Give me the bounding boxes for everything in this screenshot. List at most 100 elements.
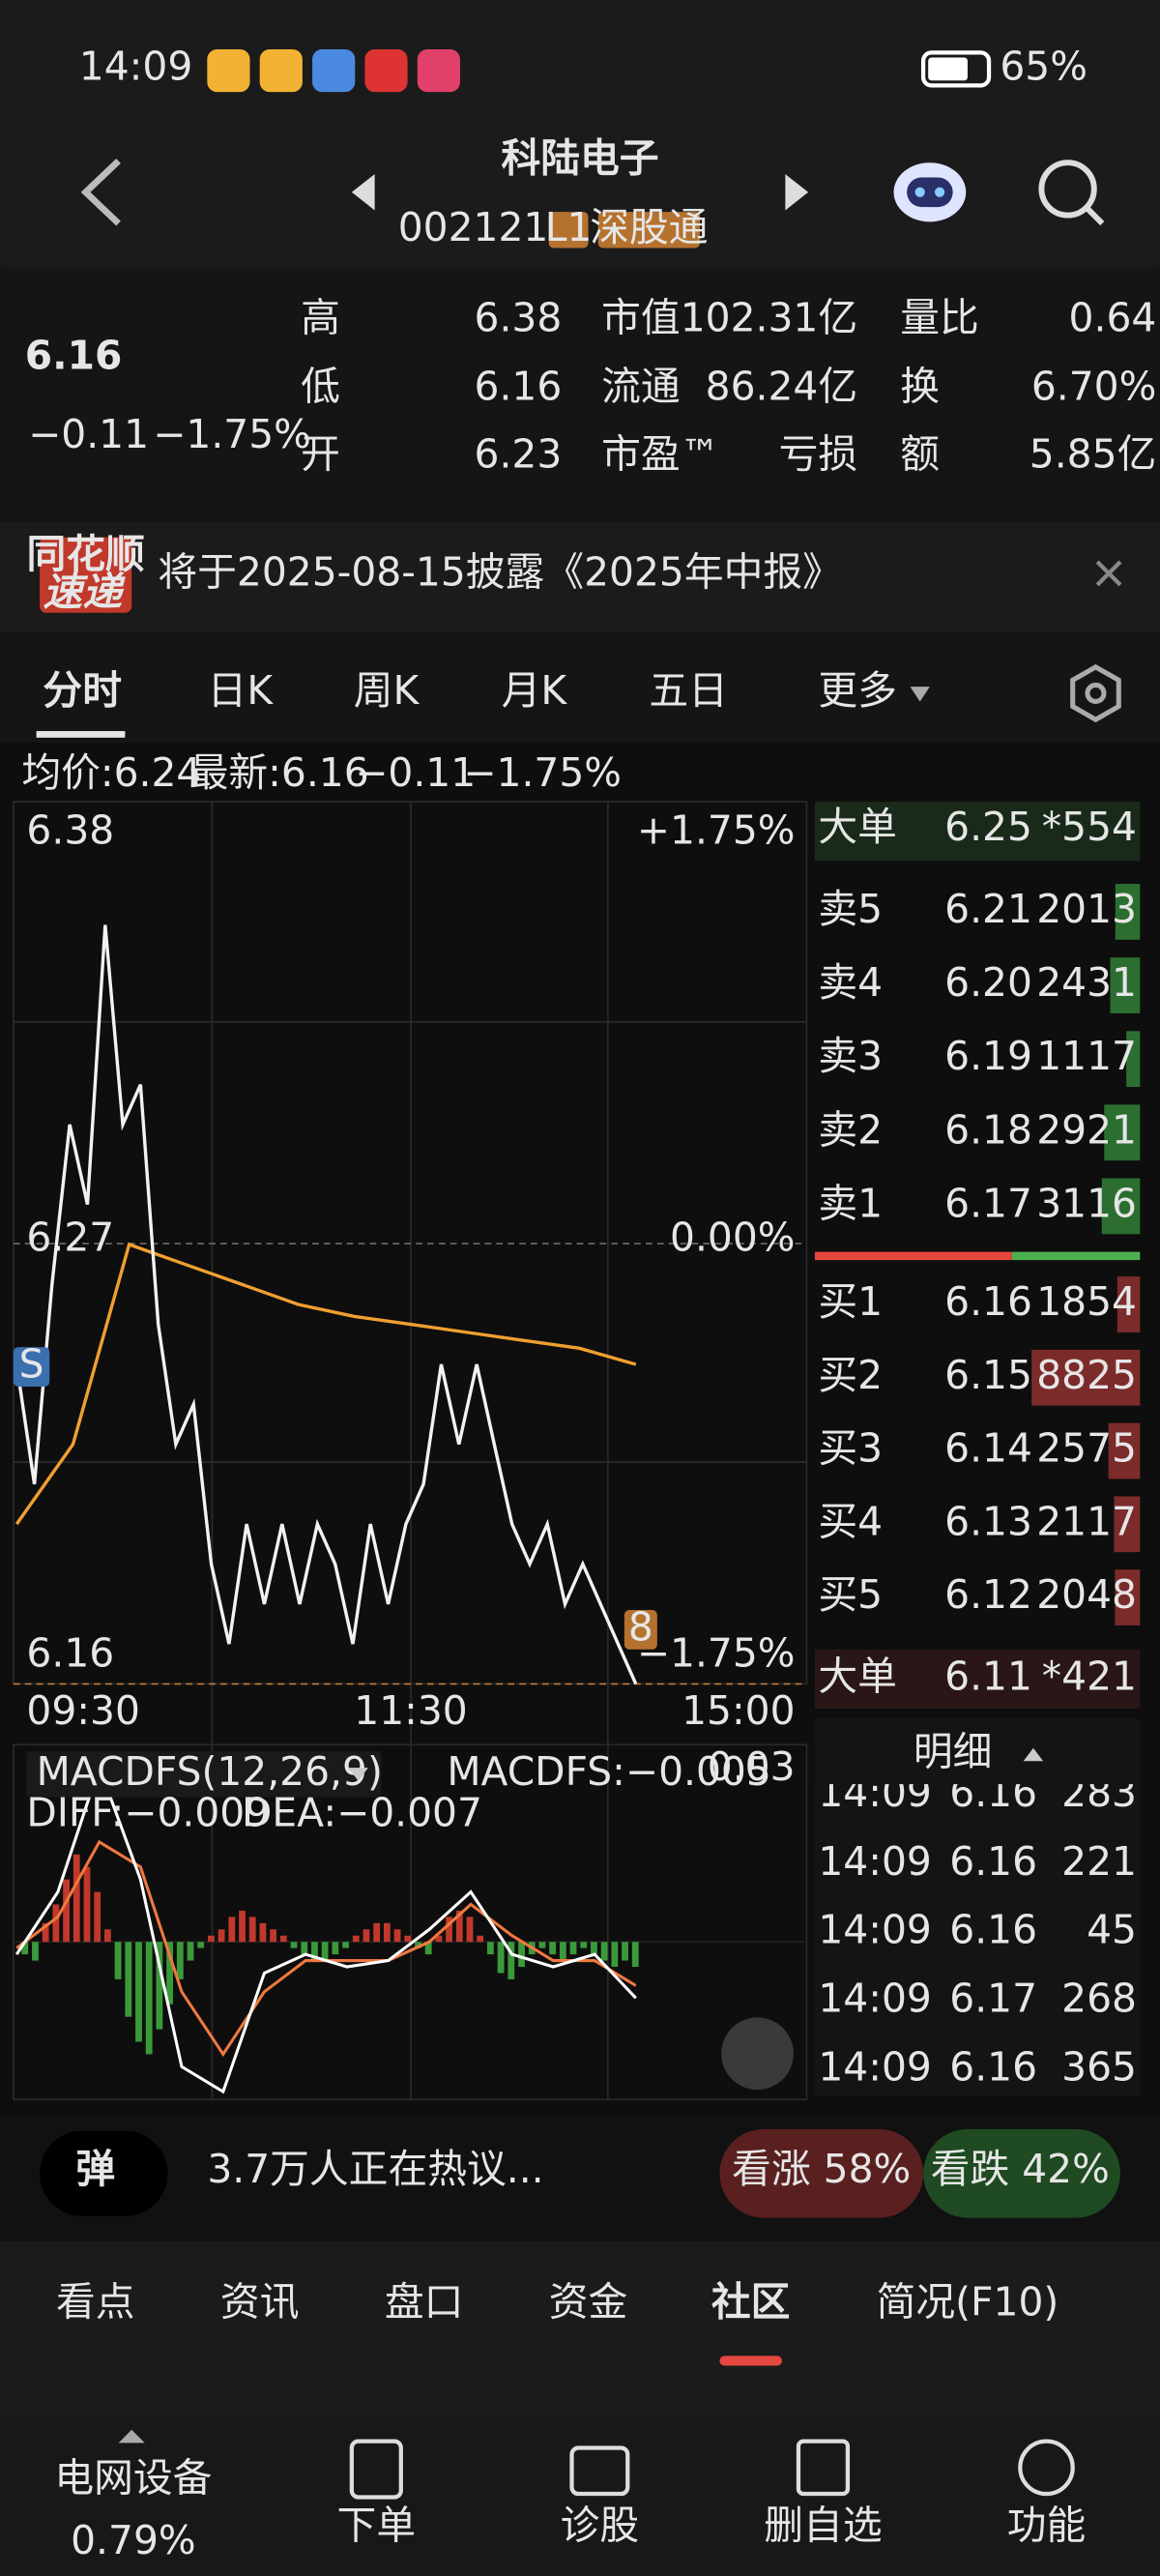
badge-bg — [597, 212, 701, 249]
chart-tab[interactable]: 周K — [354, 667, 420, 714]
macd-bar — [549, 1942, 557, 1955]
prev-stock[interactable] — [351, 174, 375, 211]
big-label: 大单 — [818, 804, 897, 850]
app-icon — [312, 48, 356, 93]
search-button[interactable] — [1038, 160, 1105, 226]
book-price: 6.16 — [944, 1278, 1032, 1325]
nav-tab[interactable]: 诊股 — [561, 2503, 640, 2549]
price-axis-label: 6.16 — [26, 1630, 114, 1677]
diff-line — [14, 1762, 637, 2094]
quote-label: 市值 — [601, 294, 681, 340]
macd-bar — [32, 1942, 39, 1961]
section-tab[interactable]: 社区 — [711, 2279, 791, 2326]
settings-button[interactable] — [1070, 663, 1121, 723]
marker-bg — [624, 1610, 657, 1650]
chart-tab[interactable]: 五日 — [649, 667, 728, 714]
section-tab[interactable]: 盘口 — [385, 2279, 464, 2326]
battery-icon — [920, 50, 992, 88]
section-tab[interactable]: 看点 — [56, 2279, 135, 2326]
macd-bar — [321, 1942, 329, 1961]
macd-bar — [611, 1942, 619, 1968]
macd-bar — [352, 1935, 360, 1943]
bear-button[interactable] — [923, 2128, 1120, 2218]
status-time: 14:09 — [79, 43, 192, 89]
section-tab[interactable]: 资讯 — [220, 2279, 300, 2326]
nav-tab[interactable]: 删自选 — [764, 2503, 882, 2549]
book-volume: 3116 — [1036, 1180, 1137, 1226]
nav-tab[interactable]: 下单 — [337, 2503, 417, 2549]
book-label: 买2 — [818, 1352, 883, 1398]
grid — [13, 802, 807, 2100]
macd-bar — [415, 1942, 421, 1948]
macd-bar — [21, 1942, 29, 1955]
trade-volume: 365 — [1061, 2043, 1137, 2090]
macd-bar — [301, 1942, 308, 1955]
notice-logo-text: 速递 — [43, 569, 126, 615]
book-price: 6.12 — [944, 1571, 1032, 1618]
volume-bar — [1108, 1422, 1141, 1479]
quote-label: 高 — [301, 294, 340, 340]
bear-label: 看跌 42% — [931, 2146, 1110, 2192]
book-label: 卖4 — [818, 959, 883, 1006]
trade-price: 6.16 — [949, 2043, 1037, 2090]
macd-bar — [559, 1942, 566, 1961]
macd-bar — [600, 1942, 608, 1961]
chart-tab[interactable]: 日K — [208, 667, 275, 714]
nav-tab[interactable]: 功能 — [1007, 2503, 1087, 2549]
macd-title-bg — [26, 1751, 382, 1798]
macd-bar — [362, 1929, 370, 1943]
sector-change: 0.79% — [71, 2517, 196, 2563]
badge: L1 — [545, 204, 593, 250]
book-label: 买3 — [818, 1425, 883, 1472]
badge: 深股通 — [590, 204, 708, 250]
book-price: 6.17 — [944, 1180, 1032, 1226]
close-notice[interactable] — [1095, 560, 1122, 587]
discussion-text: 3.7万人正在热议... — [207, 2146, 543, 2192]
avg-price: 均价:6.24 — [21, 749, 201, 796]
macd-bar — [631, 1942, 639, 1968]
more-arrow — [910, 687, 930, 702]
last-price: 6.16 — [25, 332, 123, 378]
book-volume: 2117 — [1036, 1498, 1137, 1544]
macd-bar — [103, 1929, 111, 1943]
section-tab[interactable]: 简况(F10) — [877, 2279, 1059, 2326]
book-price: 6.15 — [944, 1352, 1032, 1398]
detail-header-mask — [814, 1721, 1141, 1785]
app-icon — [259, 48, 303, 93]
chart-tab[interactable]: 月K — [502, 667, 568, 714]
macd-bar — [72, 1854, 80, 1943]
back-button[interactable] — [80, 159, 121, 226]
macd-bar — [342, 1942, 349, 1948]
pct-axis-label: 0.00% — [670, 1215, 796, 1261]
macd-diff: DIFF:−0.009 — [26, 1789, 270, 1835]
volume-bar — [1114, 1496, 1141, 1553]
book-price: 6.21 — [944, 886, 1032, 932]
trade-time: 14:09 — [818, 1838, 931, 1885]
time-label: 11:30 — [354, 1687, 467, 1734]
macd-top: 0.03 — [708, 1743, 796, 1790]
section-tab[interactable]: 资金 — [549, 2279, 628, 2326]
app-icon — [207, 48, 250, 93]
trade-price: 6.16 — [949, 1838, 1037, 1885]
notice-text: 将于2025-08-15披露《2025年中报》 — [158, 549, 842, 596]
bull-button[interactable] — [719, 2128, 924, 2218]
macd-bar — [114, 1942, 122, 1979]
fullscreen-button[interactable] — [721, 2017, 794, 2091]
macd-bar — [622, 1942, 628, 1961]
macd-bar — [218, 1929, 225, 1943]
chart-tab[interactable]: 更多 — [818, 667, 897, 714]
macd-bar — [52, 1904, 60, 1943]
macd-bar — [435, 1935, 443, 1943]
volume-bar — [1101, 1178, 1141, 1235]
robot-button[interactable] — [893, 162, 967, 222]
chart-tab[interactable]: 分时 — [43, 667, 122, 714]
danmaku-button[interactable] — [40, 2130, 168, 2216]
macd-bar — [166, 1942, 173, 2005]
quote-label: 市盈™ — [601, 430, 719, 477]
macd-bar — [404, 1935, 412, 1943]
macd-bar — [332, 1942, 339, 1955]
macd-bar — [279, 1935, 287, 1943]
pct-axis-label: −1.75% — [637, 1630, 796, 1677]
macd-bar — [569, 1942, 577, 1955]
next-stock[interactable] — [785, 174, 809, 211]
